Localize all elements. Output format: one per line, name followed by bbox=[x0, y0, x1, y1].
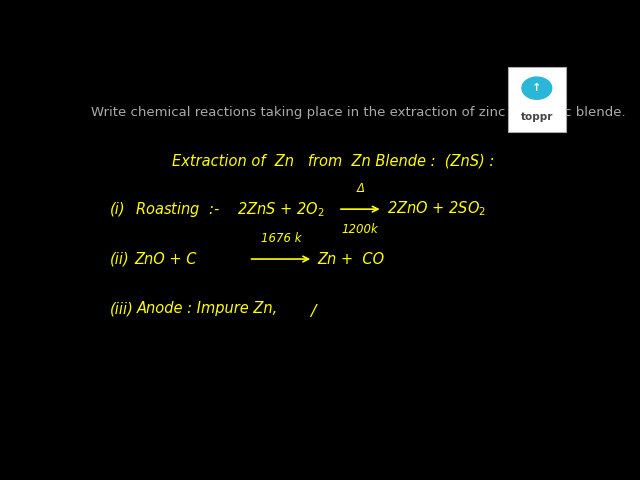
Text: (i): (i) bbox=[110, 202, 125, 216]
Text: (iii): (iii) bbox=[110, 301, 134, 316]
FancyBboxPatch shape bbox=[508, 67, 566, 132]
Text: Zn +  CO: Zn + CO bbox=[317, 252, 384, 266]
Text: Write chemical reactions taking place in the extraction of zinc from zinc blende: Write chemical reactions taking place in… bbox=[91, 106, 625, 119]
Text: Extraction of  Zn   from  Zn Blende :  (ZnS) :: Extraction of Zn from Zn Blende : (ZnS) … bbox=[172, 154, 494, 168]
Text: Roasting  :-    2ZnS + 2O$_2$: Roasting :- 2ZnS + 2O$_2$ bbox=[134, 200, 324, 218]
Text: toppr: toppr bbox=[520, 112, 553, 122]
Text: 1676 k: 1676 k bbox=[260, 232, 301, 245]
Text: 2ZnO + 2SO$_2$: 2ZnO + 2SO$_2$ bbox=[387, 200, 486, 218]
Text: Δ: Δ bbox=[356, 182, 364, 195]
Circle shape bbox=[522, 77, 552, 99]
Text: (ii): (ii) bbox=[110, 252, 129, 266]
Text: Anode : Impure Zn,: Anode : Impure Zn, bbox=[137, 301, 278, 316]
Text: ↑: ↑ bbox=[532, 83, 541, 93]
Text: ZnO + C: ZnO + C bbox=[134, 252, 197, 266]
Text: /: / bbox=[310, 304, 316, 319]
Text: 1200k: 1200k bbox=[342, 223, 379, 236]
